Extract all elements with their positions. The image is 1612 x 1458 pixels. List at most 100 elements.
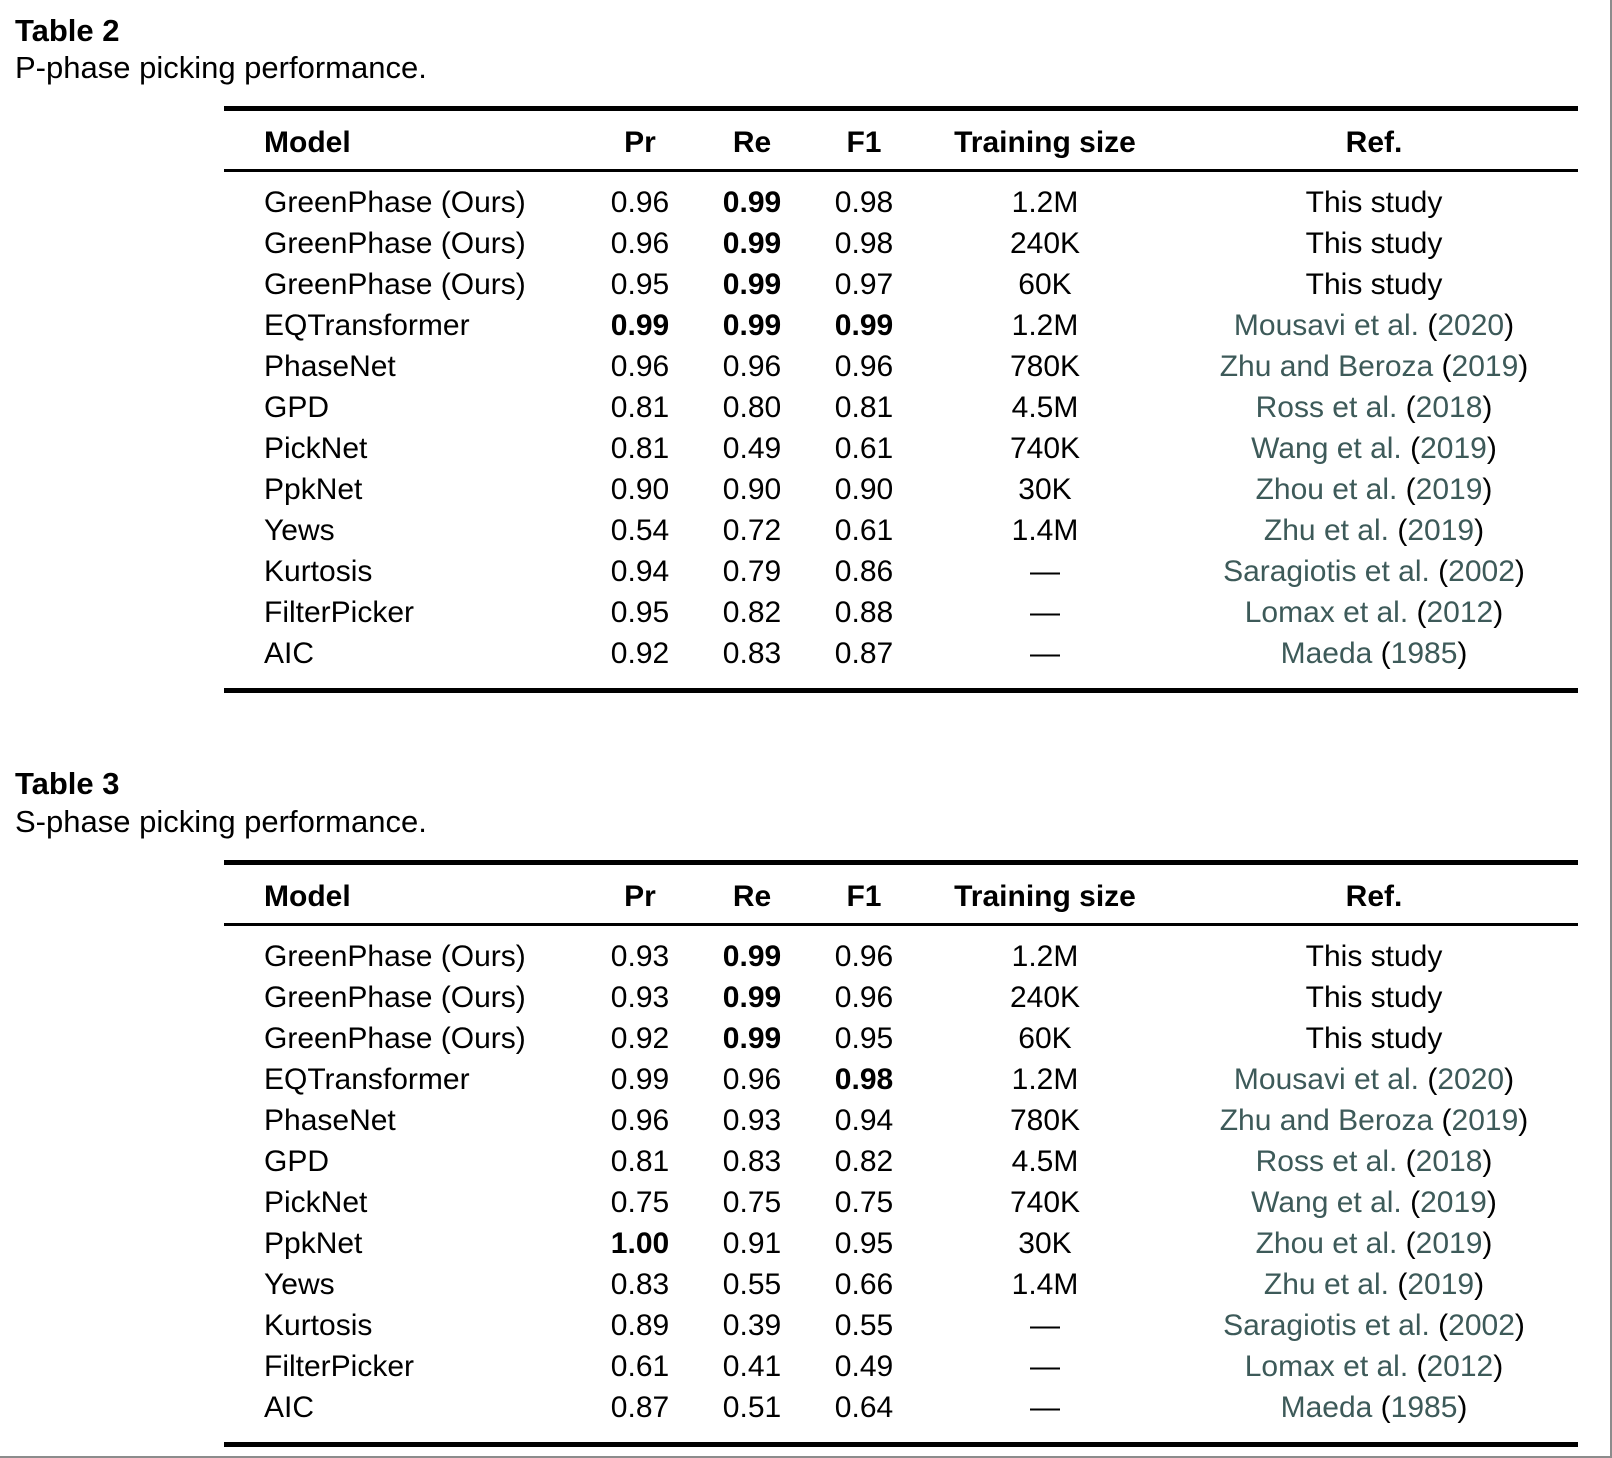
- model-cell: GreenPhase (Ours): [264, 1021, 526, 1055]
- model-cell: Kurtosis: [264, 1308, 373, 1342]
- citation-year-link[interactable]: 2019: [1451, 350, 1519, 384]
- citation-author-link[interactable]: Zhu et al.: [1263, 1267, 1389, 1301]
- table-row: PickNet 0.81 0.49 0.61 740K Wang et al. (2019…: [224, 428, 1578, 469]
- model-cell: PhaseNet: [264, 1103, 396, 1137]
- re-cell: 0.99: [722, 980, 782, 1014]
- citation-year-link[interactable]: 2020: [1437, 1062, 1505, 1096]
- table-row: GreenPhase (Ours) 0.95 0.99 0.97 60K This stu…: [224, 264, 1578, 305]
- citation-author-link[interactable]: Saragiotis et al.: [1223, 555, 1430, 589]
- citation-year-link[interactable]: 2002: [1448, 1308, 1515, 1342]
- f1-cell: 0.55: [834, 1308, 894, 1342]
- table-row: GreenPhase (Ours) 0.96 0.99 0.98 1.2M This st…: [224, 171, 1578, 224]
- citation-author-link[interactable]: Lomax et al.: [1244, 596, 1409, 630]
- f1-cell: 0.81: [834, 391, 894, 425]
- pr-cell: 0.92: [610, 1021, 670, 1055]
- citation-author-link[interactable]: Zhu and Beroza: [1219, 1103, 1434, 1137]
- re-cell: 0.82: [722, 596, 782, 630]
- reference-cell: Maeda (1985): [1280, 637, 1468, 671]
- table-row: EQTransformer 0.99 0.96 0.98 1.2M Mousavi et …: [224, 1059, 1578, 1100]
- table-row: Yews 0.83 0.55 0.66 1.4M Zhu et al. (2019): [224, 1264, 1578, 1305]
- reference-cell: Maeda (1985): [1280, 1390, 1468, 1424]
- model-cell: EQTransformer: [264, 309, 470, 343]
- citation-year-link[interactable]: 2012: [1426, 596, 1494, 630]
- training-size-cell: 4.5M: [1011, 391, 1079, 425]
- pr-cell: 0.92: [610, 637, 670, 671]
- re-cell: 0.90: [722, 473, 782, 507]
- citation-year-link[interactable]: 2019: [1407, 1267, 1475, 1301]
- citation-year-link[interactable]: 1985: [1390, 637, 1458, 671]
- citation-year-link[interactable]: 2019: [1420, 432, 1487, 466]
- citation-author-link[interactable]: Wang et al.: [1251, 1185, 1402, 1219]
- table-row: GreenPhase (Ours) 0.92 0.99 0.95 60K This stu…: [224, 1018, 1578, 1059]
- p-phase-table: Model Pr Re F1 Training size Ref. GreenP…: [224, 106, 1578, 694]
- training-size-cell: 240K: [1009, 980, 1081, 1014]
- re-cell: 0.55: [722, 1267, 782, 1301]
- pr-cell: 0.96: [610, 350, 670, 384]
- citation-author-link[interactable]: Zhou et al.: [1255, 473, 1398, 507]
- citation-year-link[interactable]: 2018: [1415, 1144, 1483, 1178]
- re-cell: 0.99: [722, 227, 782, 261]
- training-size-cell: 30K: [1018, 1226, 1072, 1260]
- pr-cell: 0.89: [610, 1308, 670, 1342]
- citation-author-link[interactable]: Maeda: [1280, 1390, 1373, 1424]
- citation-author-link[interactable]: Ross et al.: [1255, 1144, 1398, 1178]
- f1-cell: 0.95: [834, 1021, 894, 1055]
- citation-author-link[interactable]: Lomax et al.: [1244, 1349, 1409, 1383]
- reference-cell: Zhou et al. (2019): [1255, 473, 1493, 507]
- pr-cell: 1.00: [610, 1226, 670, 1260]
- training-size-cell: 4.5M: [1011, 1144, 1079, 1178]
- citation-year-link[interactable]: 2018: [1415, 391, 1483, 425]
- table-row: Kurtosis 0.89 0.39 0.55 — Saragiotis et al. (…: [224, 1305, 1578, 1346]
- column-header-pr: Pr: [584, 108, 696, 173]
- f1-cell: 0.96: [834, 980, 894, 1014]
- citation-author-link[interactable]: Ross et al.: [1255, 391, 1398, 425]
- training-size-cell: 1.2M: [1011, 309, 1079, 343]
- citation-author-link[interactable]: Wang et al.: [1251, 432, 1402, 466]
- model-cell: EQTransformer: [264, 1062, 470, 1096]
- citation-year-link[interactable]: 2019: [1451, 1103, 1519, 1137]
- pr-cell: 0.93: [610, 939, 670, 973]
- citation-year-link[interactable]: 2019: [1415, 1226, 1483, 1260]
- citation-year-link[interactable]: 2019: [1420, 1185, 1487, 1219]
- header-row: Model Pr Re F1 Training size Ref.: [224, 862, 1578, 926]
- reference-cell: Saragiotis et al. (2002): [1223, 1308, 1525, 1342]
- citation-author-link[interactable]: Zhu et al.: [1263, 514, 1389, 548]
- pr-cell: 0.95: [610, 596, 670, 630]
- f1-cell: 0.97: [834, 268, 894, 302]
- citation-year-link[interactable]: 2012: [1426, 1349, 1494, 1383]
- citation-author-link[interactable]: Saragiotis et al.: [1223, 1308, 1430, 1342]
- citation-year-link[interactable]: 1985: [1390, 1390, 1458, 1424]
- citation-author-link[interactable]: Maeda: [1280, 637, 1373, 671]
- reference-cell: Lomax et al. (2012): [1244, 1349, 1504, 1383]
- training-size-cell: —: [1030, 1390, 1060, 1424]
- citation-year-link[interactable]: 2019: [1415, 473, 1483, 507]
- model-cell: FilterPicker: [264, 596, 415, 630]
- re-cell: 0.72: [722, 514, 782, 548]
- column-header-model: Model: [224, 862, 584, 926]
- training-size-cell: 780K: [1009, 350, 1081, 384]
- re-cell: 0.93: [722, 1103, 782, 1137]
- citation-year-link[interactable]: 2019: [1407, 514, 1475, 548]
- training-size-cell: 60K: [1018, 1021, 1072, 1055]
- table-row: PpkNet 1.00 0.91 0.95 30K Zhou et al. (2019): [224, 1223, 1578, 1264]
- citation-author-link[interactable]: Mousavi et al.: [1233, 1062, 1419, 1096]
- re-cell: 0.96: [722, 350, 782, 384]
- table-row: GPD 0.81 0.80 0.81 4.5M Ross et al. (2018): [224, 387, 1578, 428]
- citation-year-link[interactable]: 2020: [1437, 309, 1505, 343]
- reference-cell: This study: [1170, 977, 1578, 1018]
- citation-author-link[interactable]: Mousavi et al.: [1233, 309, 1419, 343]
- f1-cell: 0.86: [834, 555, 894, 589]
- f1-cell: 0.98: [834, 227, 894, 261]
- training-size-cell: 780K: [1009, 1103, 1081, 1137]
- f1-cell: 0.95: [834, 1226, 894, 1260]
- re-cell: 0.83: [722, 637, 782, 671]
- f1-cell: 0.96: [834, 350, 894, 384]
- pr-cell: 0.96: [610, 186, 670, 220]
- re-cell: 0.79: [722, 555, 782, 589]
- citation-year-link[interactable]: 2002: [1448, 555, 1515, 589]
- citation-author-link[interactable]: Zhou et al.: [1255, 1226, 1398, 1260]
- re-cell: 0.83: [722, 1144, 782, 1178]
- citation-author-link[interactable]: Zhu and Beroza: [1219, 350, 1434, 384]
- table-3-wrapper: Model Pr Re F1 Training size Ref. GreenP…: [224, 859, 1578, 1447]
- model-cell: PpkNet: [264, 1226, 363, 1260]
